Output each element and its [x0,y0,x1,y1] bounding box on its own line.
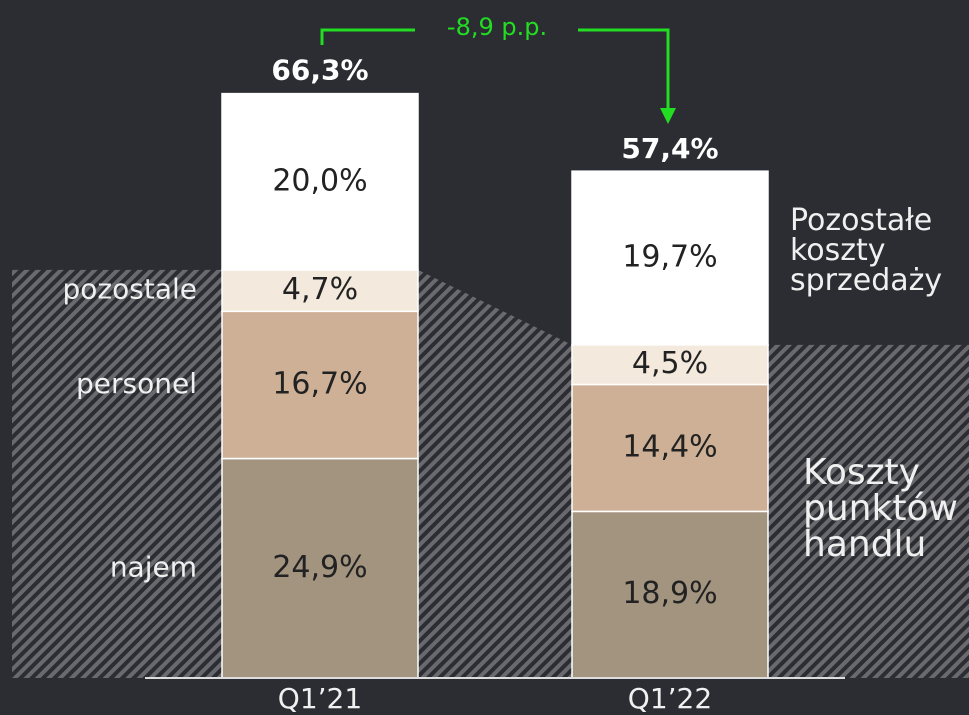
group-label: Koszty punktów handlu [803,452,958,565]
bar-segment [221,92,419,271]
total-label: 66,3% [271,54,368,87]
annotation-bracket [320,28,415,45]
data-label: 20,0% [272,163,367,198]
legend-entry: Pozostałe koszty sprzedaży [790,203,943,298]
annotation-bracket [578,28,670,111]
data-label: 18,9% [622,576,717,611]
legend-entry: najem [110,550,197,583]
bar-segment [571,344,769,386]
data-label: 4,7% [282,272,358,307]
bar-segment [221,269,419,313]
bar-segment [571,170,769,346]
total-label: 57,4% [621,132,718,165]
bar-segment [571,383,769,513]
data-label: 19,7% [622,239,717,274]
annotation-arrow [660,108,676,125]
legend-entry: personel [76,367,197,400]
data-label: 4,5% [632,346,708,381]
data-label: 16,7% [272,366,367,401]
bar-segment [221,457,419,679]
bar-segment [221,310,419,460]
legend-entry: pozostale [63,273,197,306]
x-tick-label: Q1’22 [628,682,712,715]
annotation: -8,9 p.p. [447,13,547,41]
x-tick-label: Q1’21 [278,682,362,715]
data-label: 14,4% [622,429,717,464]
data-label: 24,9% [272,550,367,585]
